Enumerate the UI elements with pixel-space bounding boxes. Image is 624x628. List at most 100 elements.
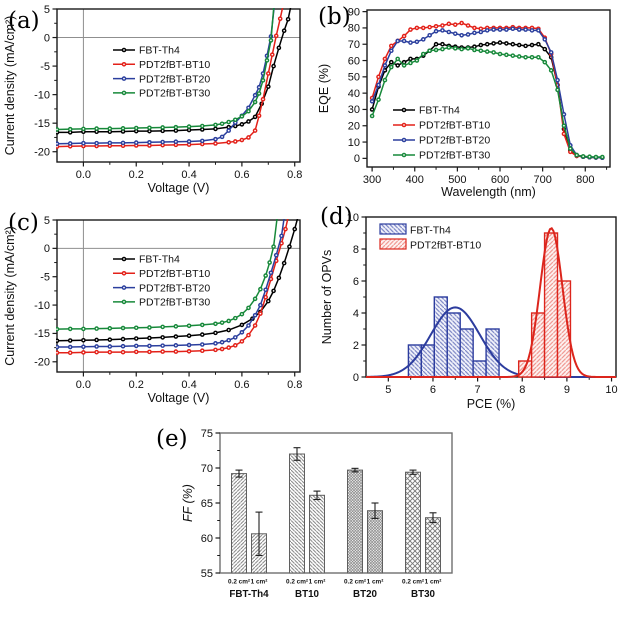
x-tick-label: 0.0 <box>76 169 91 181</box>
y-tick-label: -10 <box>34 89 50 101</box>
legend-label: FBT-Th4 <box>410 225 451 237</box>
x-tick-label: 700 <box>533 174 551 186</box>
area-sublabel: 1 cm² <box>309 579 326 586</box>
y-tick-label: 5 <box>44 4 50 16</box>
group-label: FBT-Th4 <box>229 589 269 600</box>
legend-label: PDT2fBT-BT10 <box>410 240 481 252</box>
panel-b-label: (b) <box>318 4 351 30</box>
series-FBT-Th4 <box>56 219 299 344</box>
hist-bar <box>407 344 423 378</box>
x-tick-label: 5 <box>385 384 391 396</box>
x-tick-label: 0.4 <box>181 169 196 181</box>
legend-label: PDT2fBT-BT10 <box>139 268 210 280</box>
x-tick-label: 300 <box>363 174 381 186</box>
panel-a-jv-chart: 0.0 0.2 0.4 0.6 0.8 5 0 -5 -10 -15 -20 Voltage (V) C… <box>3 4 302 195</box>
x-tick-label: 0.0 <box>76 379 91 391</box>
hist-bar <box>472 360 487 378</box>
area-sublabel: 0.2 cm² <box>402 579 424 586</box>
hist-bar <box>543 232 559 378</box>
legend-label: PDT2fBT-BT20 <box>419 135 490 147</box>
y-tick-label: 10 <box>347 212 359 224</box>
x-tick-label: 7 <box>475 384 481 396</box>
x-tick-label: 400 <box>406 174 424 186</box>
hist-bar <box>459 328 474 378</box>
hist-bar <box>420 344 436 378</box>
legend-label: FBT-Th4 <box>139 45 180 57</box>
panel-a-label: (a) <box>8 8 40 34</box>
y-axis-title: Current density (mA/cm²) <box>3 226 17 366</box>
group-label: BT30 <box>411 589 436 600</box>
plot-frame <box>56 8 301 163</box>
y-tick-label: 0 <box>353 372 359 384</box>
bar-group-BT20 <box>347 467 383 574</box>
x-tick-label: 600 <box>491 174 509 186</box>
x-tick-label: 10 <box>605 384 617 396</box>
gauss-fit-curve <box>366 227 617 378</box>
hist-bar <box>446 312 461 378</box>
x-axis-title: Voltage (V) <box>148 391 210 405</box>
area-sublabel: 0.2 cm² <box>286 579 308 586</box>
legend-label: PDT2fBT-BT10 <box>139 59 210 71</box>
panel-e-label: (e) <box>156 426 188 452</box>
y-tick-label: -20 <box>34 147 50 159</box>
x-tick-label: 0.8 <box>287 169 302 181</box>
x-tick-label: 0.2 <box>129 379 144 391</box>
x-tick-label: 0.2 <box>129 169 144 181</box>
y-tick-label: 30 <box>348 104 360 116</box>
panel-d-label: (d) <box>320 204 353 230</box>
y-axis-title: EQE (%) <box>317 64 331 113</box>
series-PDT2fBT-BT30 <box>369 45 605 160</box>
x-tick-label: 0.8 <box>287 379 302 391</box>
hist-bar <box>485 328 500 378</box>
series-PDT2fBT-BT20 <box>369 26 605 161</box>
legend-label: PDT2fBT-BT30 <box>139 88 210 100</box>
hist-series-FBT-Th4 <box>365 296 616 378</box>
group-label: BT10 <box>295 589 320 600</box>
y-tick-label: 60 <box>348 55 360 67</box>
y-tick-label: 10 <box>348 137 360 149</box>
panel-d-histogram: 5 6 7 8 9 10 0 2 4 6 8 10 PCE (%) Number of OPVs FBT-T… <box>320 212 618 411</box>
series-PDT2fBT-BT30 <box>56 219 278 332</box>
y-tick-label: 65 <box>201 498 213 510</box>
series-PDT2fBT-BT20 <box>56 219 285 350</box>
y-tick-label: 50 <box>348 72 360 84</box>
y-tick-label: 40 <box>348 88 360 100</box>
y-tick-label: 0 <box>44 243 50 255</box>
x-tick-label: 0.6 <box>234 379 249 391</box>
y-tick-label: 55 <box>201 568 213 580</box>
area-sublabel: 1 cm² <box>251 579 268 586</box>
ff-bar <box>347 469 363 574</box>
series-PDT2fBT-BT30 <box>56 8 275 132</box>
y-tick-label: 60 <box>201 533 213 545</box>
area-sublabel: 1 cm² <box>425 579 442 586</box>
legend-label: PDT2fBT-BT20 <box>139 282 210 294</box>
x-axis-title: Voltage (V) <box>148 181 210 195</box>
y-tick-label: 8 <box>353 244 359 256</box>
y-tick-label: -15 <box>34 118 50 130</box>
x-tick-label: 0.4 <box>181 379 196 391</box>
bar-group-FBT-Th4 <box>231 469 267 574</box>
x-tick-label: 500 <box>448 174 466 186</box>
hist-bar <box>530 312 546 378</box>
area-sublabel: 0.2 cm² <box>344 579 366 586</box>
y-tick-label: 2 <box>353 340 359 352</box>
y-axis-title: Number of OPVs <box>320 250 334 344</box>
x-tick-label: 8 <box>519 384 525 396</box>
group-label: BT20 <box>353 589 378 600</box>
gauss-fit-curve <box>365 306 616 378</box>
legend-label: PDT2fBT-BT30 <box>419 150 490 162</box>
x-axis-title: PCE (%) <box>467 397 516 411</box>
ff-bar <box>309 494 325 574</box>
plot-frame <box>56 219 301 373</box>
y-tick-label: -5 <box>40 272 50 284</box>
hist-bar <box>556 280 572 378</box>
y-tick-label: -15 <box>34 328 50 340</box>
panel-c-jv-chart: 0.0 0.2 0.4 0.6 0.8 5 0 -5 -10 -15 -20 Voltage (V) C… <box>3 215 302 405</box>
y-tick-label: -10 <box>34 300 50 312</box>
y-tick-label: 5 <box>44 215 50 227</box>
y-tick-label: 6 <box>353 276 359 288</box>
x-tick-label: 800 <box>576 174 594 186</box>
y-tick-label: 70 <box>348 39 360 51</box>
y-tick-label: 90 <box>348 6 360 18</box>
